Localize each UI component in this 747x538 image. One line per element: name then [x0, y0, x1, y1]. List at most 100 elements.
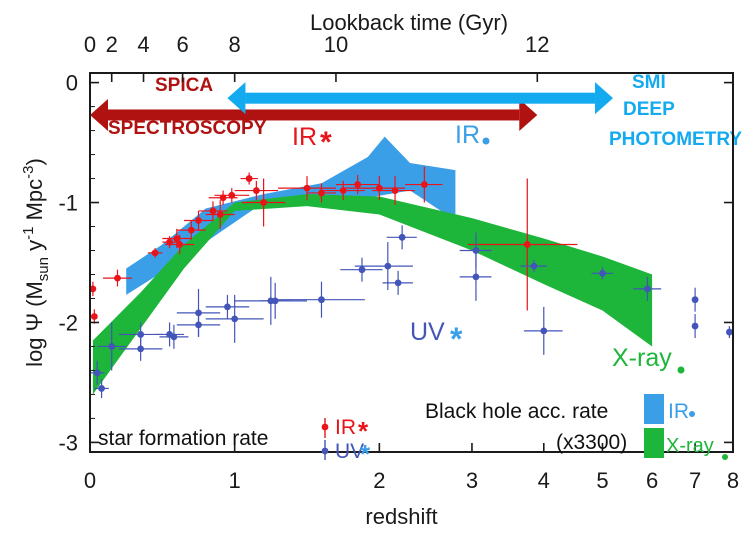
top-tick-label: 0: [84, 32, 96, 57]
smi-photometry-label: PHOTOMETRY: [609, 129, 742, 150]
x-tick-label: 7: [689, 468, 701, 493]
point-ir: [354, 181, 362, 188]
point-uv: [195, 309, 202, 317]
top-axis-label: Lookback time (Gyr): [310, 10, 508, 35]
ir-sfr-annotation: IR: [292, 123, 317, 151]
point-ir: [176, 241, 184, 248]
legend-uv-label: UV: [335, 440, 364, 463]
point-ir: [339, 187, 347, 194]
point-ir: [187, 226, 195, 234]
ylabel-sup2: -3: [20, 166, 37, 179]
point-ir: [420, 181, 428, 188]
point-ir: [318, 189, 325, 197]
point-uv: [93, 369, 101, 377]
uv-sfr-symbol: *: [450, 321, 463, 357]
x-tick-label: 5: [596, 468, 608, 493]
point-ir: [114, 274, 121, 282]
point-uv: [358, 266, 366, 274]
point-uv: [394, 279, 402, 287]
point-uv: [271, 297, 279, 305]
point-uv: [137, 331, 145, 338]
point-ir: [245, 175, 253, 182]
xray-bh-annotation: X-ray: [612, 344, 672, 372]
arrow-shaft-smi: [245, 92, 596, 104]
point-ir: [89, 285, 97, 293]
legend: star formation rate IR *UV*Black hole acc.…: [98, 394, 728, 469]
point-uv: [318, 296, 325, 304]
y-tick-label: -3: [58, 430, 78, 455]
point-ir: [90, 313, 98, 320]
y-tick-label: 0: [66, 71, 78, 96]
x-tick-label: 4: [538, 468, 550, 493]
survey-arrows: SPICA SPECTROSCOPY SMI DEEP PHOTOMETRY: [90, 72, 742, 150]
point-uv: [644, 285, 651, 293]
legend-ir-label: IR: [335, 416, 356, 439]
spica-label: SPICA: [155, 75, 213, 96]
arrow-shaft-spica: [108, 109, 520, 121]
point-uv: [691, 296, 699, 304]
point-uv: [472, 247, 480, 254]
ylabel-mid: y: [22, 240, 47, 257]
point-uv: [530, 262, 538, 270]
point-ir: [303, 184, 311, 192]
data-points: [89, 175, 733, 392]
point-uv: [398, 233, 406, 241]
uv-sfr-annotation: UV: [410, 318, 445, 346]
point-ir: [195, 217, 202, 224]
x-tick-label: 8: [727, 468, 739, 493]
point-ir: [209, 207, 217, 215]
point-ir: [252, 187, 260, 194]
band-ir: [126, 136, 456, 295]
point-uv: [98, 385, 105, 392]
point-ir: [228, 191, 236, 199]
point-uv: [108, 343, 116, 350]
ir-bh-annotation: IR: [455, 121, 480, 149]
y-axis-label: log Ψ (Msun y-1 Mpc-3): [20, 158, 52, 367]
x-tick-label: 2: [373, 468, 385, 493]
point-uv: [540, 327, 548, 335]
arrow-head-right-smi: [595, 82, 614, 115]
legend-ir-symbol: *: [358, 416, 369, 446]
point-uv: [726, 328, 733, 336]
top-tick-label: 6: [176, 32, 188, 57]
point-uv: [472, 273, 480, 281]
arrow-head-left-spica: [90, 98, 108, 131]
x-tick-label: 3: [466, 468, 478, 493]
arrow-head-left-smi: [227, 82, 246, 115]
spica-sub-label: SPECTROSCOPY: [108, 118, 267, 139]
top-tick-label: 10: [324, 32, 348, 57]
plot-frame-rect: [89, 72, 734, 453]
ylabel-pre: log Ψ (M: [22, 281, 47, 367]
smi-label: SMI: [632, 72, 666, 93]
point-ir: [216, 211, 224, 218]
ylabel-sub: sun: [35, 257, 52, 281]
point-uv: [231, 315, 239, 323]
legend-uv-symbol: *: [360, 439, 371, 469]
point-ir: [391, 187, 399, 194]
point-ir: [151, 249, 159, 257]
point-uv: [384, 262, 392, 270]
top-tick-label: 2: [106, 32, 118, 57]
point-ir: [219, 194, 227, 202]
ylabel-post: Mpc: [22, 179, 47, 227]
point-ir: [375, 184, 383, 192]
legend-bh-ir-dot: [689, 411, 695, 417]
arrow-head-right-spica: [519, 98, 538, 131]
y-tick-label: -1: [58, 191, 78, 216]
xray-bh-dot: [677, 366, 685, 374]
ir-bh-dot: [482, 137, 490, 145]
legend-bh-xray-dot: [722, 454, 728, 460]
smi-deep-label: DEEP: [623, 99, 675, 120]
ylabel-close: ): [22, 158, 47, 165]
axis-ticks: 0 1 2 3 4 5 6 7 80-1-2-30 2 4 6 8 10 12: [58, 32, 739, 493]
ir-sfr-symbol: *: [320, 126, 332, 159]
top-tick-label: 8: [229, 32, 241, 57]
point-uv: [137, 345, 145, 353]
x-tick-label: 6: [646, 468, 658, 493]
top-tick-label: 12: [525, 32, 549, 57]
point-ir: [523, 241, 531, 248]
point-uv: [195, 321, 202, 329]
legend-bh-xray-swatch: [644, 428, 664, 458]
